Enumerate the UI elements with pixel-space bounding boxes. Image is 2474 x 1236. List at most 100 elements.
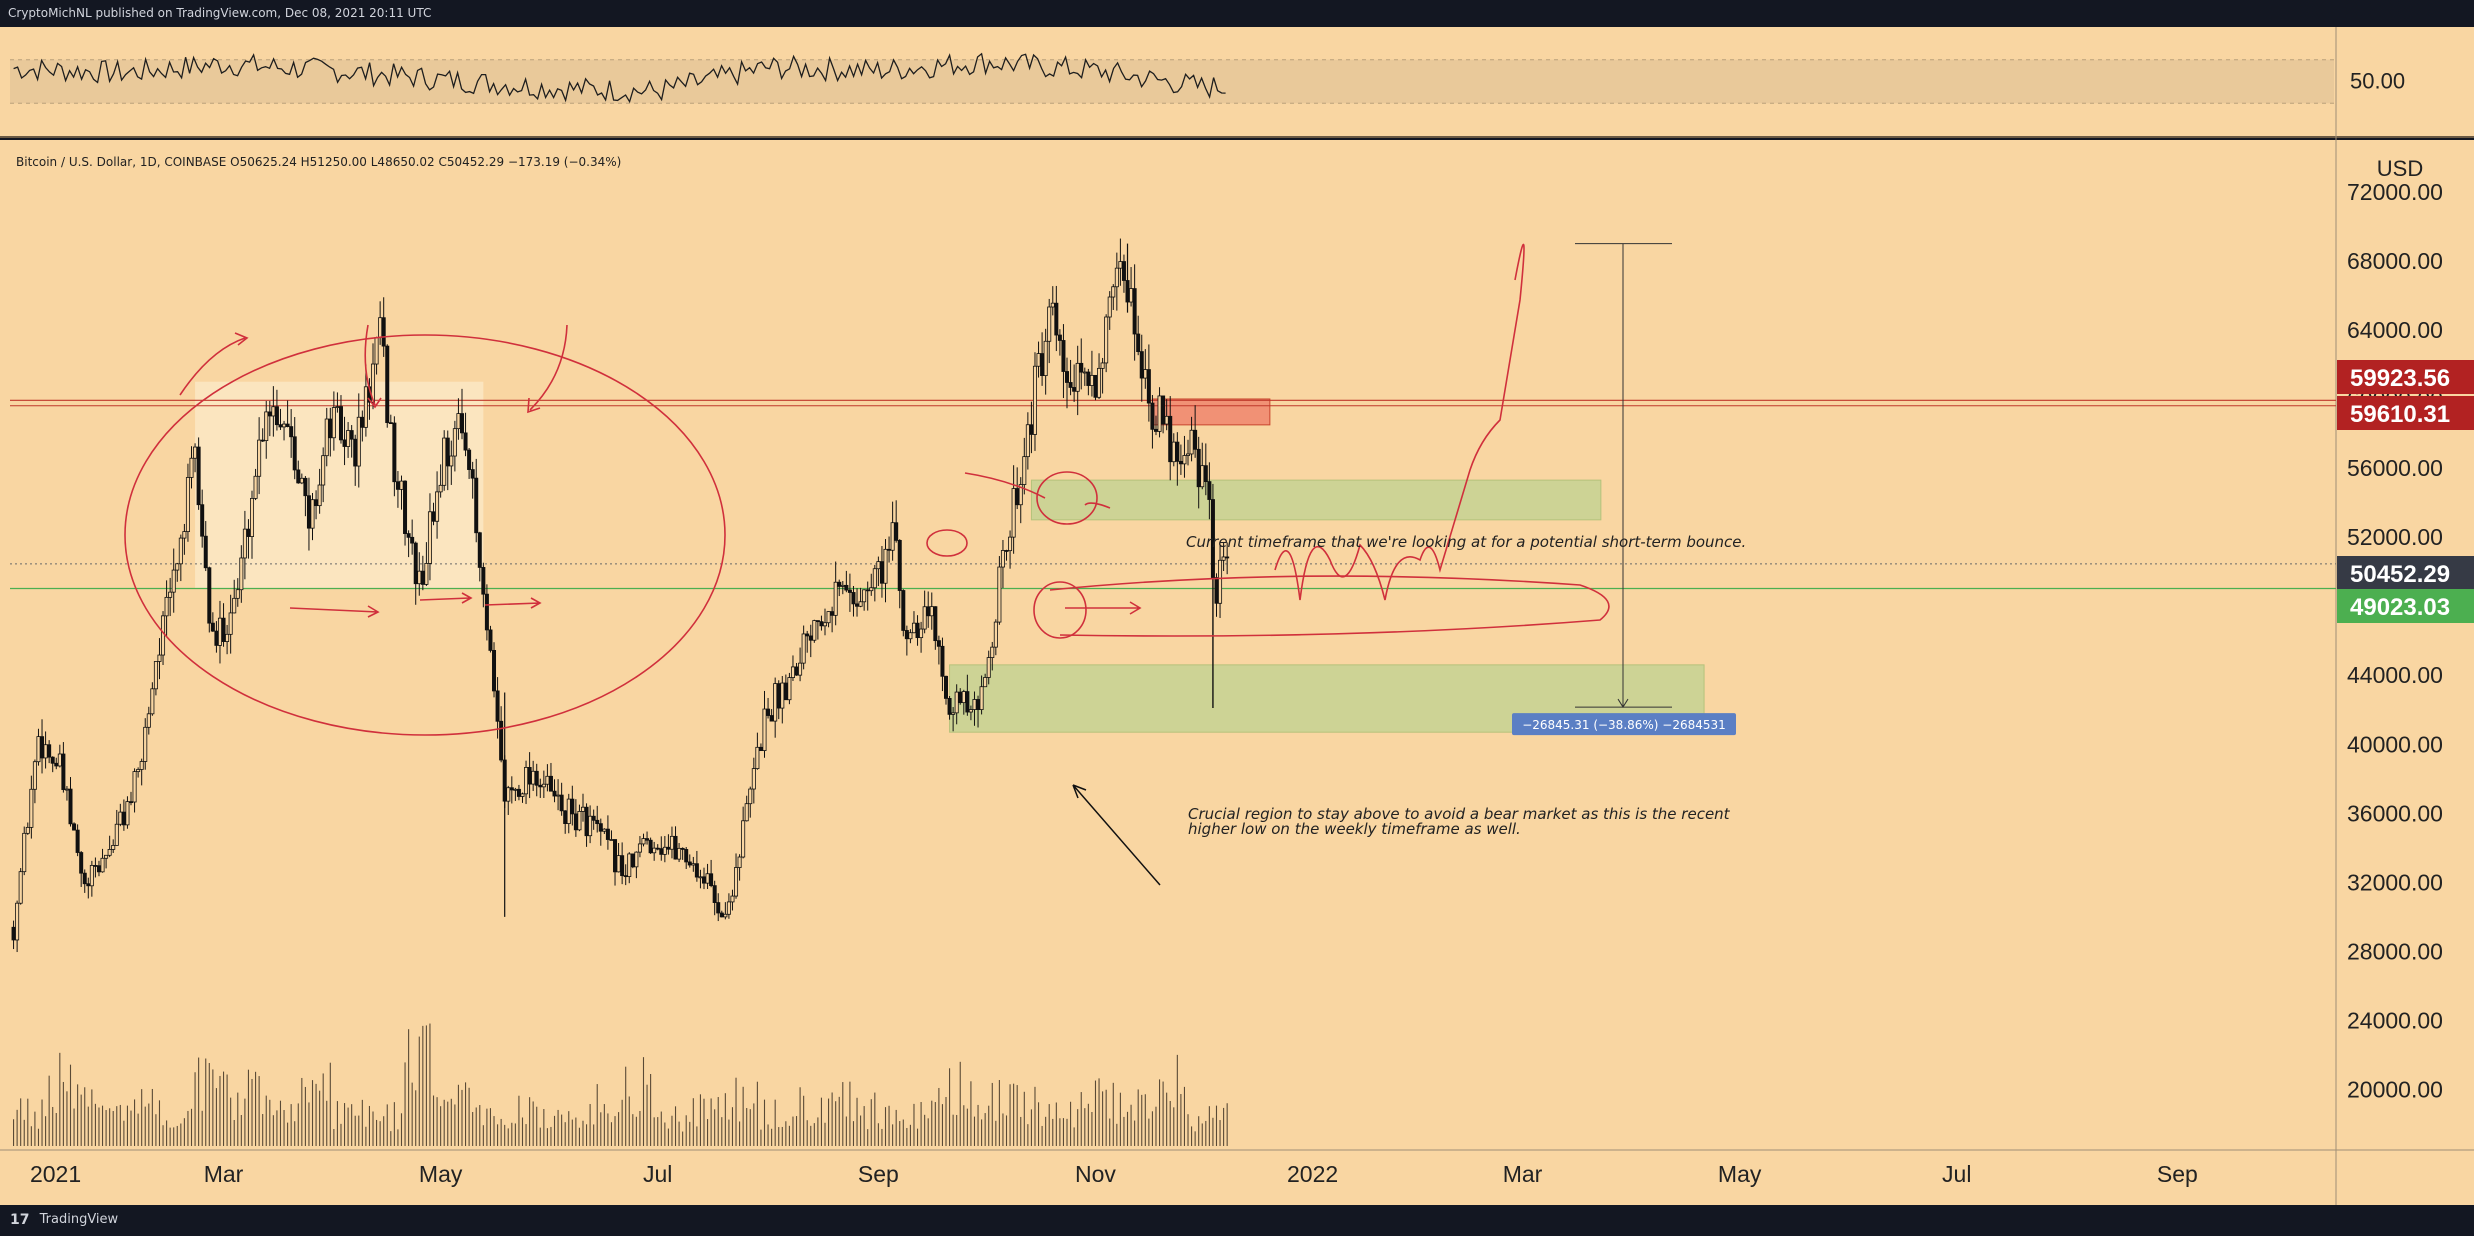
price-label-box: [2337, 589, 2474, 623]
annotation-crucial-1: Crucial region to stay above to avoid a …: [1188, 805, 1731, 823]
candle-up: [627, 853, 632, 877]
candle-up: [442, 437, 447, 486]
candle-down: [1207, 481, 1212, 500]
arrow-mark: [1065, 601, 1142, 615]
candle-down: [976, 699, 981, 710]
candle-down: [484, 593, 489, 631]
price-tick-label: 28000.00: [2347, 938, 2443, 964]
price-axis: [2336, 140, 2474, 1150]
candle-down: [1065, 371, 1070, 383]
footer-bar: 17 TradingView: [0, 1205, 2474, 1235]
candle-up: [111, 845, 116, 850]
candle-down: [68, 788, 73, 825]
candle-down: [844, 584, 849, 591]
candle-down: [947, 698, 952, 715]
candle-up: [705, 873, 710, 884]
candle-up: [531, 770, 536, 785]
candle-down: [1004, 550, 1009, 552]
candle-down: [684, 849, 689, 863]
candle-up: [317, 484, 322, 507]
measure-label-box: [1512, 713, 1736, 736]
candle-up: [762, 708, 767, 751]
candle-down: [1040, 353, 1045, 377]
candle-down: [86, 883, 91, 887]
candle-down: [794, 666, 799, 676]
candle-down: [381, 317, 386, 347]
candle-up: [232, 597, 237, 614]
candle-down: [1203, 465, 1208, 482]
candle-up: [1200, 465, 1205, 488]
candle-up: [1075, 362, 1080, 392]
candle-up: [812, 620, 817, 641]
candle-down: [410, 536, 415, 544]
candle-up: [193, 446, 198, 459]
candle-up: [566, 798, 571, 824]
candle-up: [1111, 286, 1116, 298]
candle-up: [321, 455, 326, 486]
candle-up: [89, 865, 94, 887]
candle-up: [136, 769, 141, 773]
candle-down: [655, 847, 660, 850]
candle-down: [470, 469, 475, 479]
candle-down: [360, 416, 365, 428]
candle-up: [1036, 353, 1041, 367]
time-tick-label: Sep: [2157, 1161, 2198, 1187]
candle-up: [922, 606, 927, 630]
candle-up: [32, 761, 37, 790]
candle-down: [940, 645, 945, 677]
arrow-mark: [289, 605, 380, 618]
candle-down: [897, 539, 902, 591]
zone-demand: [1030, 479, 1602, 521]
candle-down: [477, 532, 482, 568]
price-tick-label: 36000.00: [2347, 800, 2443, 826]
candle-down: [296, 469, 301, 484]
chart-canvas[interactable]: 50.00 Bitcoin / U.S. Dollar, 1D, COINBASE…: [0, 27, 2474, 1205]
candle-down: [413, 542, 418, 585]
candle-down: [481, 567, 486, 595]
candle-up: [399, 480, 404, 490]
candle-down: [353, 438, 358, 467]
candle-up: [331, 407, 336, 439]
candle-down: [887, 548, 892, 551]
candle-up: [1157, 395, 1162, 432]
candle-down: [666, 846, 671, 850]
candle-down: [613, 839, 618, 873]
candle-up: [677, 847, 682, 860]
candle-up: [652, 847, 657, 854]
candle-up: [1189, 429, 1194, 455]
candle-down: [203, 535, 208, 569]
candle-up: [961, 691, 966, 704]
candle-down: [758, 746, 763, 751]
price-tick-label: 72000.00: [2347, 179, 2443, 205]
candle-down: [570, 798, 575, 815]
candle-up: [908, 632, 913, 640]
candle-up: [1043, 340, 1048, 377]
candle-down: [776, 683, 781, 709]
time-tick-label: May: [1718, 1161, 1762, 1187]
candle-up: [153, 661, 158, 690]
arrow-mark: [364, 324, 382, 409]
time-axis: [0, 1150, 2336, 1205]
arrow-mark: [484, 597, 542, 609]
candle-down: [1086, 371, 1091, 386]
candle-up: [1143, 369, 1148, 379]
candle-down: [1093, 374, 1098, 398]
candle-up: [150, 688, 155, 715]
candle-down: [72, 823, 77, 831]
candle-down: [538, 784, 543, 788]
candle-up: [178, 537, 183, 565]
price-label: 49023.03: [2350, 594, 2450, 621]
circle-mark: [926, 529, 968, 557]
candle-down: [1054, 302, 1059, 336]
candle-up: [18, 871, 23, 904]
candle-up: [29, 788, 34, 828]
candle-down: [1068, 382, 1073, 388]
candle-up: [15, 902, 20, 941]
candle-up: [143, 726, 148, 762]
candle-down: [1139, 351, 1144, 379]
symbol-header: Bitcoin / U.S. Dollar, 1D, COINBASE O506…: [16, 155, 621, 169]
candle-up: [637, 843, 642, 853]
candle-down: [766, 708, 771, 716]
candle-up: [378, 317, 383, 338]
candle-down: [96, 865, 101, 873]
